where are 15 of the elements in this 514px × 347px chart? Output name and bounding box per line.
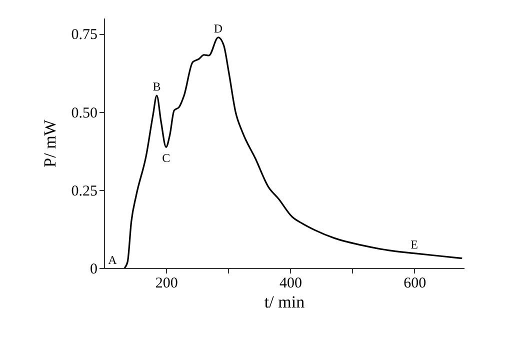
y-tick-label: 0.50 [71,105,98,122]
x-axis-title: t/ min [264,292,306,312]
y-tick-label: 0.75 [71,27,98,44]
x-tick-label: 400 [279,276,302,292]
annotation: D [214,21,223,36]
y-tick-label: 0.25 [71,183,98,200]
annotation: A [108,253,118,267]
annotation: E [410,237,418,252]
x-tick-label: 600 [404,276,426,292]
x-tick-label: 200 [155,276,178,292]
y-axis-title: P/ mW [40,118,60,168]
annotation: C [162,151,170,166]
line-series [124,36,463,269]
annotation: B [152,80,161,94]
y-tick-label: 0 [90,262,98,278]
